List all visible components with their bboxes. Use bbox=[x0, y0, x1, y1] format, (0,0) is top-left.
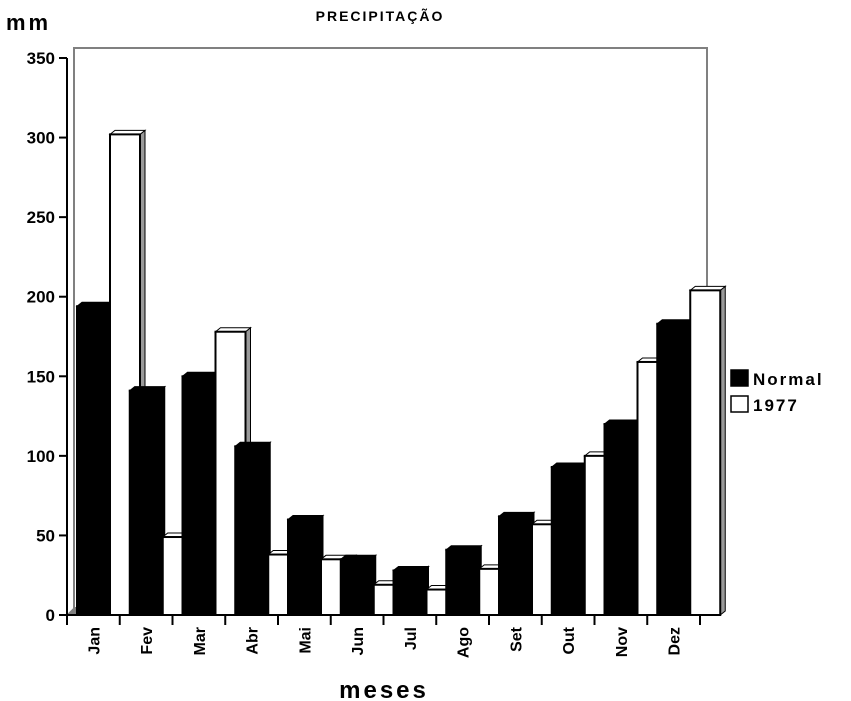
bar-front bbox=[689, 289, 722, 616]
bar-normal-out bbox=[550, 461, 589, 617]
x-tick-label-ago: Ago bbox=[456, 627, 473, 658]
bar-front bbox=[287, 518, 319, 616]
x-tick-label-set: Set bbox=[508, 626, 525, 652]
y-tick-label: 50 bbox=[36, 526, 55, 545]
bar-front bbox=[181, 375, 214, 616]
legend: Normal 1977 bbox=[730, 369, 824, 415]
bar-normal-jun bbox=[339, 554, 378, 617]
x-axis-label: meses bbox=[339, 677, 429, 701]
bar-normal-jan bbox=[75, 301, 114, 617]
bar-front bbox=[445, 548, 478, 616]
x-tick-label-jun: Jun bbox=[350, 627, 367, 655]
bar-front bbox=[603, 423, 636, 616]
y-tick-label: 250 bbox=[27, 208, 55, 227]
legend-item-1977: 1977 bbox=[730, 395, 799, 415]
x-tick-label-out: Out bbox=[561, 626, 578, 654]
y-tick-label: 200 bbox=[27, 288, 55, 307]
bar-normal-dez bbox=[655, 318, 694, 617]
bar-normal-mai bbox=[286, 514, 325, 617]
bar-front bbox=[128, 389, 161, 617]
y-tick-label: 100 bbox=[27, 447, 55, 466]
y-tick-label: 0 bbox=[46, 606, 55, 625]
chart-title: PRECIPITAÇÃO bbox=[316, 7, 445, 24]
legend-swatch bbox=[730, 369, 749, 387]
x-tick-label-fev: Fev bbox=[139, 627, 156, 655]
bar-1977-dez bbox=[688, 285, 727, 617]
axes bbox=[59, 57, 701, 625]
x-tick-label-nov: Nov bbox=[614, 627, 631, 657]
bar-normal-mar bbox=[181, 371, 219, 617]
bar-front bbox=[392, 569, 425, 617]
y-tick-label: 350 bbox=[27, 49, 55, 68]
legend-item-normal: Normal bbox=[730, 369, 824, 389]
x-tick-label-jul: Jul bbox=[403, 627, 420, 650]
legend-swatch bbox=[730, 395, 749, 413]
bar-front bbox=[76, 305, 108, 616]
bar-front bbox=[498, 515, 530, 616]
legend-label: Normal bbox=[753, 370, 824, 389]
bar-front bbox=[656, 322, 689, 616]
legend-label: 1977 bbox=[753, 396, 799, 415]
x-tick-label-abr: Abr bbox=[245, 627, 262, 655]
bar-normal-fev bbox=[128, 385, 167, 617]
x-tick-label-mar: Mar bbox=[192, 627, 209, 655]
y-tick-label: 150 bbox=[27, 367, 55, 386]
x-tick-label-jan: Jan bbox=[86, 627, 103, 655]
y-axis-label: mm bbox=[6, 10, 51, 35]
x-tick-label-mai: Mai bbox=[297, 627, 314, 654]
tick-labels: 0 50 100 150 200 250 300 350 Jan Fev Mar Abr Mai Jun J… bbox=[27, 49, 684, 658]
bar-group bbox=[75, 129, 727, 617]
bar-front bbox=[339, 558, 372, 616]
bar-normal-abr bbox=[233, 441, 272, 617]
bar-front bbox=[550, 465, 583, 616]
bar-front bbox=[234, 445, 267, 616]
bar-normal-nov bbox=[603, 418, 641, 617]
bar-normal-set bbox=[497, 511, 536, 617]
y-tick-label: 300 bbox=[27, 129, 55, 148]
bar-normal-ago bbox=[444, 544, 483, 617]
bar-normal-jul bbox=[392, 565, 430, 617]
x-tick-label-dez: Dez bbox=[667, 627, 684, 655]
